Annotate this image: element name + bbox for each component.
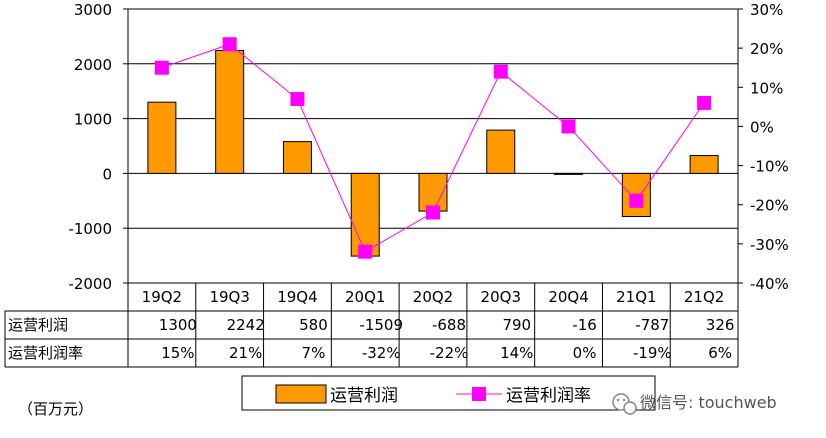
right-tick-label: 20% <box>750 40 783 58</box>
data-label: -688 <box>432 316 466 334</box>
category-label: 20Q1 <box>345 288 385 306</box>
line-point <box>697 95 712 110</box>
wechat-icon <box>612 393 637 415</box>
table-row-label: 运营利润 <box>8 316 68 334</box>
data-label: -32% <box>362 344 401 362</box>
line-point <box>426 205 440 220</box>
line-point <box>493 64 508 79</box>
line-point <box>290 92 305 107</box>
line-point <box>561 119 576 134</box>
bar <box>282 141 312 174</box>
category-label: 21Q2 <box>684 288 724 306</box>
left-axis-ticks: -2000 -1000 0 1000 2000 3000 <box>68 1 128 293</box>
data-label: 15% <box>161 344 194 362</box>
left-tick-label: -2000 <box>68 275 112 293</box>
bar <box>350 172 380 257</box>
data-label: 21% <box>229 344 262 362</box>
bar <box>147 101 177 174</box>
data-label: -16 <box>572 316 597 334</box>
data-label: -787 <box>635 316 669 334</box>
legend: 运营利润 运营利润率 <box>241 375 656 411</box>
line-point <box>222 37 237 52</box>
legend-label: 运营利润 <box>330 386 398 406</box>
category-label: 19Q3 <box>209 288 249 306</box>
unit-note: （百万元） <box>18 400 93 418</box>
left-tick-label: -1000 <box>68 220 112 238</box>
data-table: 19Q2 19Q3 19Q4 20Q1 20Q2 20Q3 20Q4 21Q1 21Q2 运营利润… <box>4 282 739 368</box>
right-tick-label: 10% <box>750 79 783 97</box>
right-tick-label: 30% <box>750 1 783 19</box>
right-tick-label: -30% <box>750 236 789 254</box>
data-label: 2242 <box>227 316 265 334</box>
category-label: 19Q2 <box>142 288 182 306</box>
data-label: -22% <box>430 344 469 362</box>
category-label: 19Q4 <box>277 288 317 306</box>
data-label: -19% <box>633 344 672 362</box>
table-row-label: 运营利润率 <box>8 344 83 362</box>
bar <box>215 50 245 174</box>
legend-box <box>241 375 656 411</box>
left-tick-label: 2000 <box>74 56 112 74</box>
data-label: 326 <box>706 316 735 334</box>
bar <box>554 172 584 175</box>
legend-label: 运营利润率 <box>506 386 591 406</box>
watermark-text: 微信号: touchweb <box>640 393 777 412</box>
data-label: 7% <box>302 344 326 362</box>
category-label: 20Q4 <box>548 288 588 306</box>
legend-swatch-marker <box>472 387 486 401</box>
data-label: -1509 <box>359 316 403 334</box>
data-label: 0% <box>573 344 597 362</box>
left-tick-label: 3000 <box>74 1 112 19</box>
bar <box>486 129 516 174</box>
category-label: 21Q1 <box>616 288 656 306</box>
line-point <box>154 60 169 75</box>
line-series <box>154 37 712 259</box>
left-tick-label: 1000 <box>74 111 112 129</box>
data-label: 6% <box>708 344 732 362</box>
line-point <box>358 244 373 259</box>
right-tick-label: -20% <box>750 197 789 215</box>
data-label: 790 <box>502 316 531 334</box>
data-label: 14% <box>500 344 533 362</box>
right-tick-label: -40% <box>750 275 789 293</box>
line-point <box>629 193 644 208</box>
category-label: 20Q3 <box>481 288 521 306</box>
right-axis-ticks: -40% -30% -20% -10% 0% 10% 20% 30% <box>738 1 789 293</box>
category-label: 20Q2 <box>413 288 453 306</box>
data-label: 1300 <box>159 316 197 334</box>
bar <box>689 155 719 174</box>
bar-series <box>147 50 719 257</box>
left-tick-label: 0 <box>102 165 112 183</box>
watermark: 微信号: touchweb <box>612 393 777 415</box>
data-label: 580 <box>299 316 328 334</box>
right-tick-label: 0% <box>750 118 774 136</box>
right-tick-label: -10% <box>750 158 789 176</box>
legend-swatch-bar <box>275 384 327 404</box>
